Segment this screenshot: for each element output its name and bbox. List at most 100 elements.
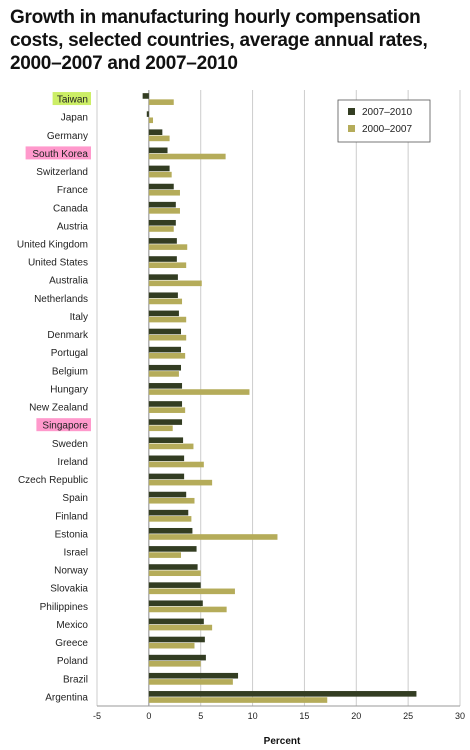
bar-series-2 xyxy=(148,642,195,649)
bar-series-1 xyxy=(148,310,179,317)
bar-series-2 xyxy=(148,479,213,486)
x-tick-label: 30 xyxy=(455,711,465,721)
bar-series-1 xyxy=(148,364,182,371)
bar-series-1 xyxy=(148,582,201,588)
category-label: South Korea xyxy=(32,149,88,160)
category-label: Austria xyxy=(57,221,89,232)
category-label: Mexico xyxy=(56,620,88,631)
category-label: Belgium xyxy=(52,366,88,377)
bar-series-1 xyxy=(148,328,182,335)
bar-series-2 xyxy=(148,697,328,703)
category-label: Japan xyxy=(61,113,88,124)
bars xyxy=(142,93,417,703)
bar-series-2 xyxy=(148,552,182,558)
category-label: Israel xyxy=(64,548,88,559)
bar-series-1 xyxy=(148,455,185,462)
category-highlight xyxy=(36,418,91,432)
bar-series-1 xyxy=(148,527,193,534)
bar-series-1 xyxy=(148,473,185,480)
gridlines xyxy=(96,90,461,706)
bar-series-1 xyxy=(146,111,149,117)
bar-series-2 xyxy=(148,624,213,631)
category-label: Denmark xyxy=(47,330,89,341)
bar-series-1 xyxy=(148,401,183,407)
bar-series-2 xyxy=(148,389,250,395)
bar-series-1 xyxy=(148,672,239,679)
category-label: Czech Republic xyxy=(18,475,88,486)
x-tick-label: 20 xyxy=(351,711,361,721)
x-tick-label: 25 xyxy=(403,711,413,721)
legend-swatch xyxy=(348,125,355,132)
bar-series-2 xyxy=(148,298,183,305)
bar-series-2 xyxy=(148,461,204,468)
bar-series-2 xyxy=(148,171,172,178)
bar-series-1 xyxy=(148,654,206,661)
category-highlight xyxy=(52,92,91,106)
bar-series-1 xyxy=(148,618,204,625)
category-labels: Taiwan Japan Germany South Korea Switzerland… xyxy=(17,92,92,703)
category-label: Argentina xyxy=(45,692,88,703)
bar-series-1 xyxy=(148,600,203,607)
bar-series-1 xyxy=(148,691,417,697)
category-label: Australia xyxy=(49,276,88,287)
bar-series-1 xyxy=(148,165,170,172)
category-label: Philippines xyxy=(40,602,88,613)
bar-series-1 xyxy=(148,437,184,443)
chart-title: Growth in manufacturing hourly compensat… xyxy=(10,7,428,74)
bar-series-2 xyxy=(148,570,201,577)
bar-series-1 xyxy=(148,201,176,208)
category-label: New Zealand xyxy=(29,403,88,414)
category-label: Hungary xyxy=(50,384,88,395)
bar-series-1 xyxy=(148,419,183,425)
bar-series-2 xyxy=(148,588,235,595)
x-tick-label: 15 xyxy=(299,711,309,721)
bar-series-2 xyxy=(148,497,195,504)
bar-series-1 xyxy=(148,274,178,280)
category-label: Canada xyxy=(53,203,88,214)
bar-series-1 xyxy=(148,256,177,262)
category-label: United Kingdom xyxy=(17,240,88,251)
legend-box xyxy=(337,99,431,143)
category-label: Spain xyxy=(62,493,88,504)
bar-series-2 xyxy=(148,280,202,287)
category-label: Estonia xyxy=(55,529,89,540)
category-label: Norway xyxy=(54,566,88,577)
category-label: Switzerland xyxy=(36,167,88,178)
bar-series-2 xyxy=(148,407,186,413)
category-label: Singapore xyxy=(42,421,88,432)
category-label: Netherlands xyxy=(34,294,88,305)
bar-series-2 xyxy=(148,353,186,359)
x-tick-label: 0 xyxy=(146,711,151,721)
legend-swatch xyxy=(348,108,355,115)
bar-series-2 xyxy=(148,189,180,196)
bar-series-1 xyxy=(142,93,149,99)
bar-series-1 xyxy=(148,491,187,498)
bar-series-1 xyxy=(148,292,178,299)
bar-series-2 xyxy=(148,226,174,232)
category-label: Finland xyxy=(55,511,88,522)
category-label: United States xyxy=(28,258,88,269)
x-tick-label: 10 xyxy=(248,711,258,721)
bar-series-2 xyxy=(148,208,180,214)
bar-series-1 xyxy=(148,383,183,389)
bar-series-2 xyxy=(148,244,188,250)
category-label: Germany xyxy=(47,131,88,142)
x-axis-title: Percent xyxy=(264,736,301,747)
bar-series-2 xyxy=(148,316,187,323)
bar-series-2 xyxy=(148,516,192,522)
bar-series-1 xyxy=(148,509,189,516)
category-label: Italy xyxy=(70,312,88,323)
legend-label: 2000–2007 xyxy=(362,124,412,135)
category-label: Greece xyxy=(55,638,88,649)
category-label: Brazil xyxy=(63,674,88,685)
bar-series-2 xyxy=(148,443,194,450)
bar-series-2 xyxy=(148,425,173,432)
bar-series-2 xyxy=(148,371,179,377)
bar-series-2 xyxy=(148,679,233,685)
category-highlight xyxy=(25,146,92,160)
category-label: Slovakia xyxy=(50,584,88,595)
bar-series-2 xyxy=(148,661,201,667)
category-label: France xyxy=(57,185,89,196)
legend-label: 2007–2010 xyxy=(362,107,412,118)
